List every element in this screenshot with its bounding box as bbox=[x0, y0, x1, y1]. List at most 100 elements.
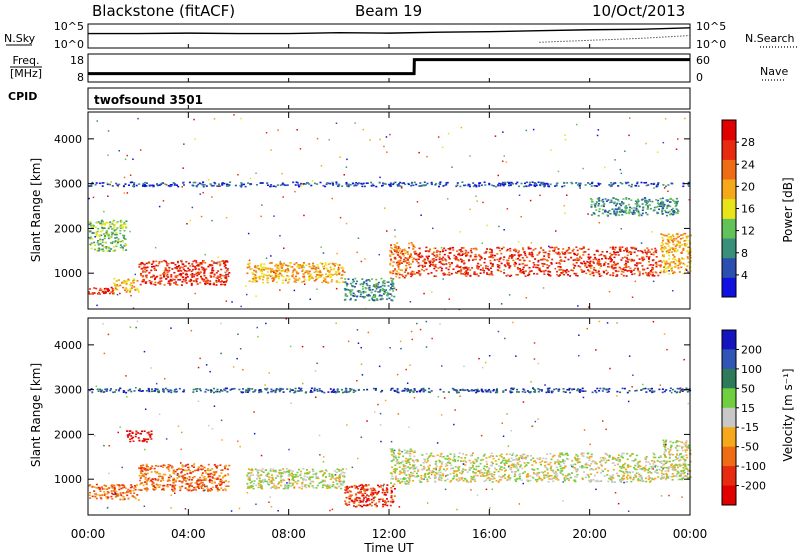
scatter-cell-2 bbox=[200, 263, 203, 265]
scatter-cell-2 bbox=[196, 277, 199, 280]
scatter-cell-6 bbox=[422, 260, 425, 262]
scatter-cell-1 bbox=[213, 474, 216, 476]
scatter-cell-6 bbox=[549, 246, 552, 249]
scatter-cell-6 bbox=[447, 248, 450, 250]
scatter-cell-3 bbox=[288, 469, 291, 472]
scatter-cell-9 bbox=[467, 183, 470, 186]
scatter-cell-3 bbox=[309, 266, 312, 268]
scatter-cell-2 bbox=[189, 273, 192, 276]
scatter-cell-1 bbox=[139, 471, 142, 474]
scatter-cell-5 bbox=[392, 459, 395, 461]
scatter-cell-1 bbox=[186, 488, 188, 490]
scatter-cell-6 bbox=[595, 468, 597, 470]
scatter-cell-6 bbox=[424, 250, 427, 252]
scatter-cell-6 bbox=[497, 470, 500, 473]
scatter-cell-9 bbox=[192, 181, 195, 184]
scatter-cell-10 bbox=[593, 212, 596, 215]
scatter-noise-dot bbox=[587, 306, 590, 308]
scatter-cell-3 bbox=[311, 468, 314, 471]
scatter-cell-8 bbox=[124, 238, 127, 240]
scatter-cell-2 bbox=[184, 269, 186, 272]
scatter-cell-3 bbox=[274, 276, 277, 279]
scatter-cell-1 bbox=[151, 465, 154, 467]
scatter-cell-3 bbox=[341, 484, 344, 487]
scatter-cell-5 bbox=[410, 254, 413, 256]
scatter-cell-6 bbox=[598, 263, 601, 265]
scatter-cell-1 bbox=[189, 472, 192, 474]
scatter-noise-dot bbox=[416, 201, 419, 203]
scatter-cell-10 bbox=[676, 202, 678, 205]
scatter-cell-9 bbox=[165, 183, 168, 186]
scatter-cell-6 bbox=[421, 478, 423, 480]
scatter-cell-9 bbox=[411, 181, 413, 184]
scatter-cell-9 bbox=[621, 182, 624, 185]
scatter-cell-0 bbox=[95, 487, 98, 489]
scatter-cell-6 bbox=[516, 274, 519, 276]
scatter-cell-4 bbox=[377, 281, 380, 284]
scatter-cell-9 bbox=[182, 181, 185, 184]
scatter-cell-1 bbox=[203, 479, 206, 481]
scatter-cell-6 bbox=[499, 249, 502, 252]
scatter-cell-8 bbox=[113, 229, 116, 232]
scatter-cell-6 bbox=[431, 261, 434, 264]
scatter-cell-2 bbox=[182, 272, 185, 274]
scatter-cell-5 bbox=[403, 469, 406, 472]
scatter-cell-6 bbox=[557, 455, 560, 457]
scatter-cell-10 bbox=[615, 212, 618, 215]
scatter-cell-3 bbox=[279, 273, 282, 275]
scatter-cell-1 bbox=[193, 475, 196, 478]
scatter-cell-3 bbox=[322, 480, 324, 482]
scatter-cell-4 bbox=[361, 483, 364, 486]
scatter-cell-1 bbox=[217, 478, 220, 480]
scatter-cell-4 bbox=[384, 502, 387, 504]
scatter-cell-4 bbox=[374, 489, 377, 492]
scatter-cell-6 bbox=[574, 475, 577, 478]
scatter-cell-4 bbox=[383, 483, 385, 486]
scatter-cell-9 bbox=[612, 183, 615, 185]
scatter-cell-1 bbox=[211, 476, 214, 478]
scatter-cell-3 bbox=[339, 473, 342, 475]
scatter-cell-9 bbox=[347, 183, 350, 186]
scatter-cell-2 bbox=[204, 268, 207, 271]
scatter-cell-8 bbox=[109, 225, 112, 228]
scatter-cell-7 bbox=[675, 243, 678, 246]
scatter-cell-2 bbox=[187, 262, 190, 265]
scatter-cell-10 bbox=[625, 197, 628, 199]
scatter-cell-3 bbox=[302, 263, 305, 266]
scatter-cell-5 bbox=[408, 475, 411, 477]
scatter-cell-9 bbox=[239, 184, 242, 187]
scatter-cell-4 bbox=[364, 492, 367, 495]
scatter-noise-dot bbox=[599, 267, 601, 269]
scatter-cell-7 bbox=[668, 251, 670, 254]
scatter-cell-6 bbox=[449, 458, 452, 461]
scatter-cell-10 bbox=[675, 197, 678, 200]
scatter-noise-dot bbox=[557, 170, 560, 173]
scatter-cell-8 bbox=[123, 235, 126, 237]
scatter-cell-2 bbox=[209, 280, 212, 282]
scatter-cell-6 bbox=[592, 262, 595, 264]
scatter-cell-8 bbox=[121, 240, 124, 243]
scatter-cell-1 bbox=[178, 480, 181, 482]
scatter-cell-3 bbox=[322, 475, 324, 477]
scatter-cell-6 bbox=[489, 267, 492, 269]
scatter-cell-9 bbox=[349, 184, 352, 186]
scatter-cell-6 bbox=[528, 260, 531, 262]
scatter-cell-1 bbox=[180, 471, 183, 474]
scatter-noise-dot bbox=[240, 305, 242, 308]
scatter-cell-9 bbox=[394, 181, 397, 184]
scatter-cell-6 bbox=[474, 253, 477, 256]
scatter-cell-4 bbox=[390, 279, 393, 282]
scatter-cell-5 bbox=[394, 455, 397, 457]
scatter-cell-10 bbox=[609, 213, 612, 215]
scatter-cell-6 bbox=[428, 265, 431, 267]
scatter-cell-2 bbox=[204, 282, 207, 285]
scatter-cell-6 bbox=[473, 258, 475, 261]
freq-unit-label: [MHz] bbox=[10, 67, 42, 80]
scatter-noise-dot bbox=[548, 245, 550, 248]
scatter-cell-6 bbox=[490, 248, 493, 251]
scatter-cell-4 bbox=[379, 286, 382, 288]
scatter-cell-3 bbox=[256, 267, 259, 269]
scatter-cell-2 bbox=[203, 278, 206, 281]
scatter-cell-3 bbox=[297, 279, 300, 281]
scatter-cell-2 bbox=[223, 275, 226, 277]
